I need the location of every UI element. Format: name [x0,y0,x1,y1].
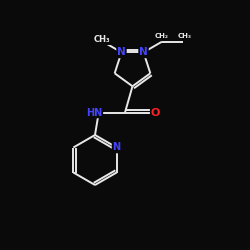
Text: CH₃: CH₃ [178,33,192,39]
Text: CH₃: CH₃ [94,35,110,44]
Text: N: N [112,142,121,152]
Text: CH₂: CH₂ [155,33,169,39]
Text: N: N [117,47,126,57]
Text: HN: HN [86,108,102,118]
Text: N: N [139,47,148,57]
Text: O: O [151,108,160,118]
